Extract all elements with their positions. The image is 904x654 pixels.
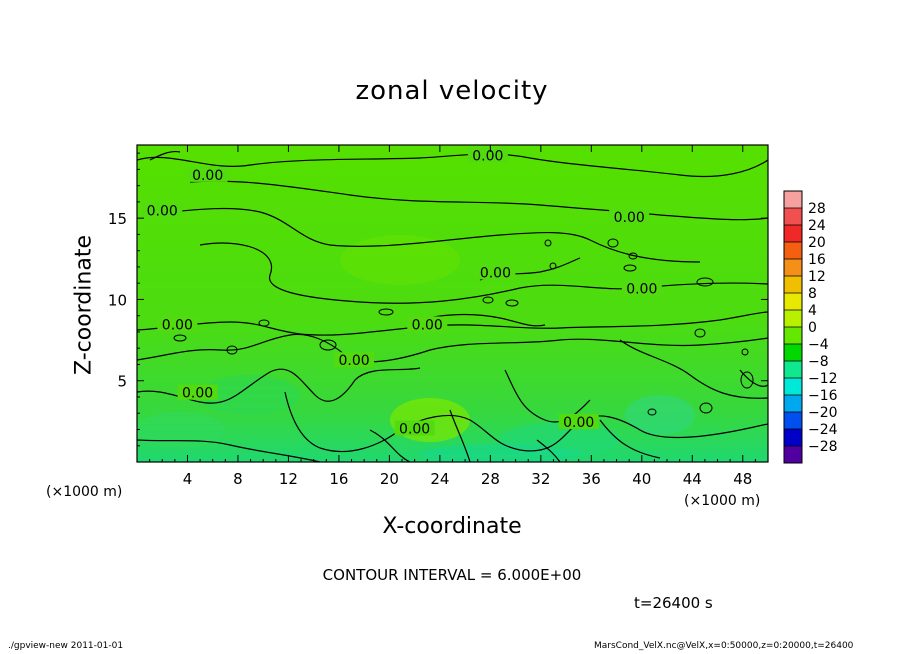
contour-label-bg [142,202,183,218]
colorbar-label: −24 [808,422,838,438]
x-tick-label: 44 [683,470,702,488]
contour-islands [173,238,754,416]
contour-label-bg [157,316,198,332]
x-tick-label: 12 [279,470,298,488]
colorbar-swatch [784,191,802,209]
x-tick-label: 48 [733,470,752,488]
footer-right-text: MarsCond_VelX.nc@VelX,x=0:50000,z=0:2000… [594,641,854,651]
x-tick-label: 32 [531,470,550,488]
x-tick-label: 24 [430,470,449,488]
contour-label-layer: 0.00 0.00 0.00 0.00 0.00 0.00 0.00 0.00 0.00 0.00… [142,147,662,437]
colorbar-label: 28 [808,201,826,217]
contour-label-bg [334,352,375,368]
contour-label-bg [187,166,228,182]
contour-label: 0.00 [614,210,645,226]
contour-label-bg [394,420,435,436]
colorbar-label: −28 [808,439,838,455]
x-axis-label: X-coordinate [382,514,522,539]
colorbar-swatch [784,378,802,396]
colorbar-swatch [784,446,802,464]
colorbar-label: 0 [808,320,817,336]
contour-label-bg [475,264,516,280]
colorbar-label: −16 [808,388,838,404]
colorbar-label: −20 [808,405,838,421]
y-tick-label: 10 [108,291,127,309]
contour-label: 0.00 [399,421,430,437]
colorbar-swatch [784,242,802,260]
x-tick-label: 4 [183,470,193,488]
contour-label: 0.00 [162,317,193,333]
x-tick-label: 16 [329,470,348,488]
heatmap-field: 0.00 0.00 0.00 0.00 0.00 0.00 0.00 0.00 0.00 0.00… [137,145,768,462]
colorbar-swatch [784,293,802,311]
colorbar-swatch [784,327,802,345]
contour-label: 0.00 [472,148,503,164]
x-tick-label: 8 [233,470,243,488]
colorbar-swatch [784,395,802,413]
x-axis-unit-note: (×1000 m) [684,493,761,509]
footer-left-text: ./gpview-new 2011-01-01 [8,641,124,651]
contour-label: 0.00 [563,415,594,431]
contour-label: 0.00 [626,282,657,298]
colorbar-label: 12 [808,269,826,285]
contour-label: 0.00 [412,317,443,333]
contour-label: 0.00 [192,168,223,184]
contour-label-bg [558,413,599,429]
colorbar-swatch [784,361,802,379]
y-axis-unit-note: (×1000 m) [46,484,123,500]
x-tick-label: 20 [380,470,399,488]
contour-label: 0.00 [338,353,369,369]
x-tick-label: 28 [481,470,500,488]
y-axis: 5 10 15 [108,152,768,447]
colorbar-swatch [784,344,802,362]
contour-label-bg [177,384,218,400]
y-tick-label: 15 [108,210,127,228]
contour-label: 0.00 [480,265,511,281]
colorbar-label: −8 [808,354,829,370]
colorbar-label: −12 [808,371,838,387]
colorbar-label: −4 [808,337,829,353]
y-tick-label: 5 [117,373,127,391]
contour-label-bg [621,280,662,296]
contour-lines [137,150,768,462]
colorbar-label: 4 [808,303,817,319]
contour-label: 0.00 [147,204,178,220]
contour-label-bg [407,316,448,332]
colorbar-swatch [784,429,802,447]
x-tick-label: 40 [632,470,651,488]
colorbar-label: 24 [808,218,826,234]
time-label: t=26400 s [634,594,713,612]
colorbar-swatch [784,225,802,243]
contour-label-bg [609,209,650,225]
colorbar-swatch [784,412,802,430]
contour-label: 0.00 [182,386,213,402]
colorbar-swatch [784,276,802,294]
colorbar-swatch [784,259,802,277]
colorbar-swatch [784,208,802,226]
colorbar-label: 8 [808,286,817,302]
contour-label-bg [467,147,508,163]
colorbar-label: 16 [808,252,826,268]
x-tick-label: 36 [582,470,601,488]
chart-title: zonal velocity [355,76,549,106]
colorbar-label: 20 [808,235,826,251]
contour-interval-note: CONTOUR INTERVAL = 6.000E+00 [322,566,582,584]
y-axis-label: Z-coordinate [71,235,97,375]
heatmap-patches [137,235,695,462]
x-axis: 4 8 12 16 20 24 28 32 36 40 44 48 [149,145,756,488]
colorbar-swatch [784,310,802,328]
